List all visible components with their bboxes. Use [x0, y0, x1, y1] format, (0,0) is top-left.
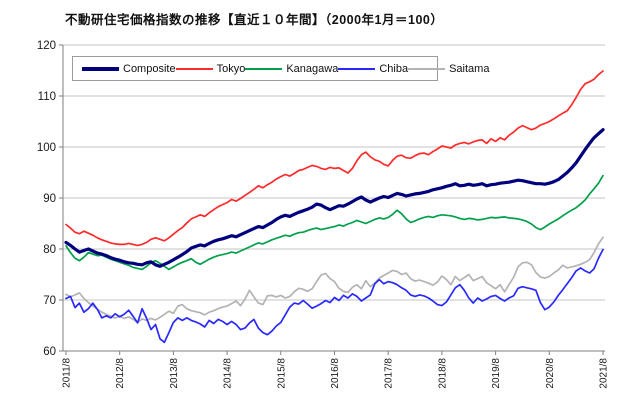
svg-text:2017/8: 2017/8: [384, 358, 395, 389]
svg-text:2018/8: 2018/8: [437, 358, 448, 389]
legend-line-sample: [82, 66, 119, 71]
legend-item-chiba: Chiba: [338, 63, 408, 75]
svg-text:80: 80: [43, 244, 56, 256]
svg-text:2014/8: 2014/8: [223, 358, 234, 389]
page-title: 不動研住宅価格指数の推移【直近１０年間】（2000年1月＝100）: [65, 13, 444, 27]
legend-label: Chiba: [379, 62, 409, 75]
svg-text:2011/8: 2011/8: [62, 358, 73, 388]
legend-label: Tokyo: [216, 62, 246, 75]
svg-text:60: 60: [43, 346, 56, 358]
series-lines: [64, 70, 605, 344]
legend-item-tokyo: Tokyo: [175, 62, 246, 75]
svg-text:120: 120: [37, 40, 56, 52]
legend-label: Kanagawa: [286, 62, 339, 75]
legend-item-saitama: Saitama: [408, 63, 489, 75]
x-axis-tick-labels: 2011/8 2012/8 2013/8 2014/8 2015/8 2016/8 2017…: [62, 358, 610, 389]
y-axis-tick-labels: 60 70 80 90 100 110 120: [37, 40, 56, 358]
axes: [59, 44, 605, 355]
svg-text:2019/8: 2019/8: [491, 358, 502, 389]
svg-text:2015/8: 2015/8: [276, 358, 287, 389]
legend-line-sample: [408, 67, 446, 70]
legend-label: Composite: [123, 62, 176, 75]
gridlines: [63, 44, 605, 301]
svg-text:100: 100: [37, 142, 56, 154]
svg-text:2021/8: 2021/8: [599, 358, 610, 389]
legend-label: Saitama: [449, 62, 490, 75]
legend-line-sample: [338, 67, 376, 70]
legend: Composite Tokyo Kanagawa Chiba Saitama: [72, 56, 489, 81]
svg-text:2012/8: 2012/8: [115, 358, 126, 389]
legend-item-kanagawa: Kanagawa: [245, 63, 338, 75]
legend-line-sample: [245, 67, 283, 70]
svg-text:2013/8: 2013/8: [169, 358, 180, 389]
svg-text:110: 110: [38, 91, 56, 103]
svg-text:70: 70: [43, 295, 56, 307]
legend-line-sample: [175, 67, 213, 70]
svg-text:2016/8: 2016/8: [330, 358, 341, 389]
svg-text:2020/8: 2020/8: [545, 358, 556, 389]
svg-text:90: 90: [43, 193, 56, 205]
legend-item-composite: Composite: [82, 63, 176, 75]
